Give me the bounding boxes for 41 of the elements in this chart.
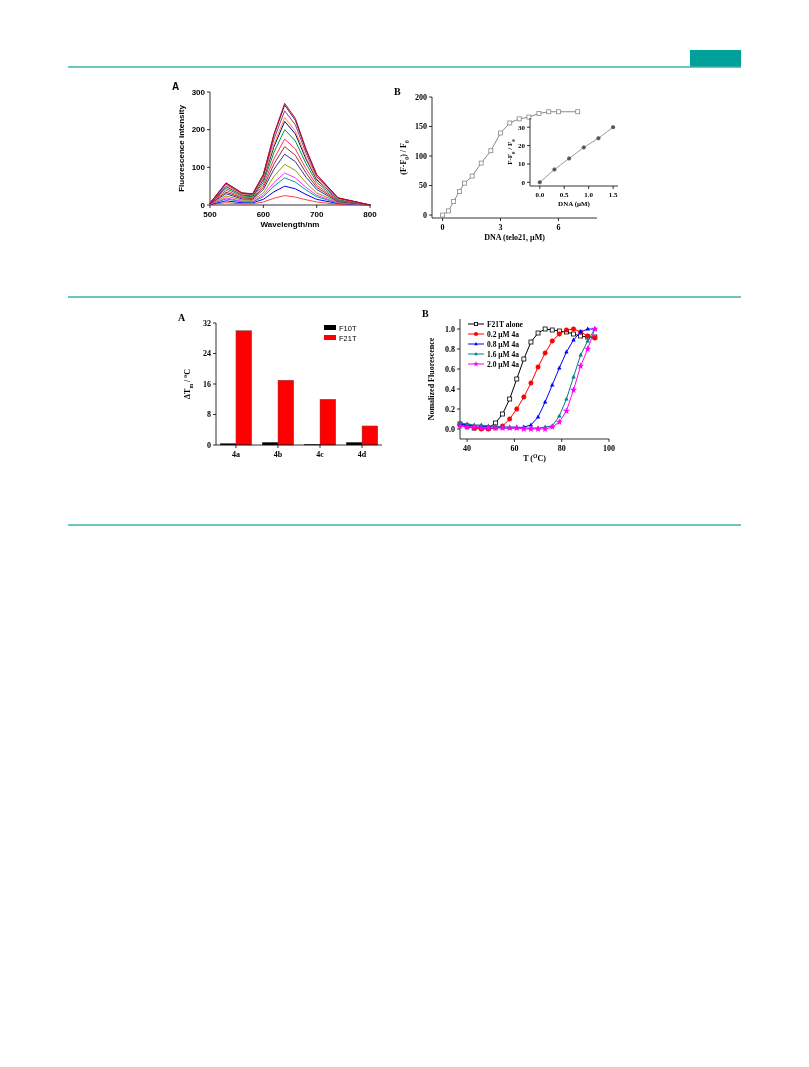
x-tick-label: 100 — [603, 444, 615, 453]
x-tick-label: 40 — [463, 444, 472, 453]
x-tick-label: 60 — [510, 444, 519, 453]
y-tick-label: 16 — [203, 379, 211, 389]
x-tick-label: 4c — [316, 450, 325, 459]
x-tick-label: 800 — [363, 210, 378, 219]
y-tick-label: 150 — [415, 122, 427, 132]
y-tick-label: 0 — [200, 200, 206, 210]
y-tick-label: 100 — [191, 163, 206, 173]
x-tick-label: 4d — [357, 450, 367, 459]
x-tick-label: 4a — [231, 450, 240, 459]
y-tick-label: 0.2 — [445, 404, 455, 414]
y-tick-label: 300 — [191, 87, 206, 97]
y-tick-label: 1.0 — [445, 324, 455, 334]
y-tick-label: 200 — [415, 92, 427, 102]
y-tick-label: 50 — [419, 181, 427, 191]
x-tick-label: 500 — [203, 210, 218, 219]
y-tick-label: 0.0 — [445, 424, 455, 434]
y-tick-label: 200 — [191, 125, 206, 135]
x-tick-label: 600 — [256, 210, 271, 219]
chart-title: B — [394, 86, 401, 97]
x-tick-label: 3 — [498, 223, 503, 232]
x-tick-label: 4b — [273, 450, 283, 459]
x-tick-label: 80 — [557, 444, 566, 453]
y-tick-label: 0.8 — [445, 344, 455, 354]
x-axis-title: Wavelength/nm — [260, 220, 320, 229]
x-tick-label: 6 — [556, 223, 561, 232]
x-tick-label: 700 — [309, 210, 324, 219]
y-tick-label: 100 — [415, 151, 427, 161]
y-axis-title: Fluorescence intensity — [177, 104, 186, 192]
y-tick-label: 32 — [203, 318, 211, 328]
x-axis-title: T ($^{O}$C) — [523, 453, 547, 463]
chart-title: B — [422, 308, 429, 319]
y-tick-label: 24 — [203, 349, 211, 359]
y-tick-label: 0.4 — [445, 384, 455, 394]
chart-title: A — [172, 81, 180, 92]
y-tick-label: 8 — [207, 410, 211, 420]
y-axis-title: Nomalized Fluorescence — [427, 337, 436, 421]
y-tick-label: 0.6 — [445, 364, 455, 374]
x-axis-title: DNA (telo21, μM) — [484, 233, 546, 242]
chart-title: A — [178, 312, 186, 323]
